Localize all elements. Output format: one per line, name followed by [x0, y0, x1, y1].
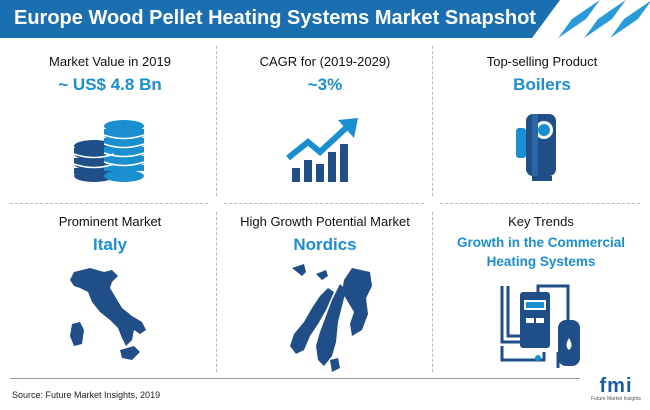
market-value-value: ~ US$ 4.8 Bn — [58, 75, 162, 94]
cagr-label: CAGR for (2019-2029) — [259, 54, 391, 69]
fmi-logo: fmi Future Market Insights — [590, 376, 642, 402]
italy-map-icon — [70, 268, 146, 360]
title-banner: Europe Wood Pellet Heating Systems Marke… — [0, 0, 560, 38]
divider-vertical — [432, 46, 433, 196]
growth-market-cell: High Growth Potential Market Nordics — [220, 214, 430, 255]
nordics-map-icon — [290, 264, 372, 372]
market-value-label: Market Value in 2019 — [49, 54, 171, 69]
top-product-label: Top-selling Product — [486, 54, 598, 69]
heating-system-icon — [500, 284, 580, 368]
divider-vertical — [216, 212, 217, 372]
growth-market-value: Nordics — [293, 235, 357, 254]
logo-text: fmi — [599, 375, 633, 397]
top-product-value: Boilers — [513, 75, 571, 94]
title-stripe-decoration — [610, 0, 650, 38]
divider-horizontal — [224, 203, 424, 204]
market-value-cell: Market Value in 2019 ~ US$ 4.8 Bn — [5, 54, 215, 95]
footer-divider — [10, 378, 580, 379]
divider-vertical — [432, 212, 433, 372]
cagr-cell: CAGR for (2019-2029) ~3% — [220, 54, 430, 95]
coin-stack-icon — [73, 120, 145, 182]
source-note: Source: Future Market Insights, 2019 — [12, 390, 161, 400]
boiler-icon — [516, 114, 556, 181]
title-stripe-decoration — [558, 0, 600, 38]
divider-horizontal — [440, 203, 640, 204]
key-trends-cell: Key Trends Growth in the Commercial Heat… — [436, 214, 646, 271]
divider-horizontal — [10, 203, 208, 204]
growth-chart-icon — [286, 118, 358, 182]
key-trends-value-line1: Growth in the Commercial — [456, 235, 626, 250]
prominent-market-value: Italy — [92, 235, 128, 254]
logo-subtext: Future Market Insights — [591, 396, 641, 402]
key-trends-label: Key Trends — [508, 214, 574, 229]
divider-vertical — [216, 46, 217, 196]
title-stripe-decoration — [584, 0, 626, 38]
growth-market-label: High Growth Potential Market — [240, 214, 410, 229]
cagr-value: ~3% — [307, 75, 343, 94]
top-product-cell: Top-selling Product Boilers — [437, 54, 647, 95]
prominent-market-label: Prominent Market — [58, 214, 162, 229]
key-trends-value-line2: Heating Systems — [486, 254, 596, 269]
prominent-market-cell: Prominent Market Italy — [5, 214, 215, 255]
key-trends-value: Growth in the Commercial Heating Systems — [436, 233, 646, 271]
page-title: Europe Wood Pellet Heating Systems Marke… — [14, 7, 536, 29]
